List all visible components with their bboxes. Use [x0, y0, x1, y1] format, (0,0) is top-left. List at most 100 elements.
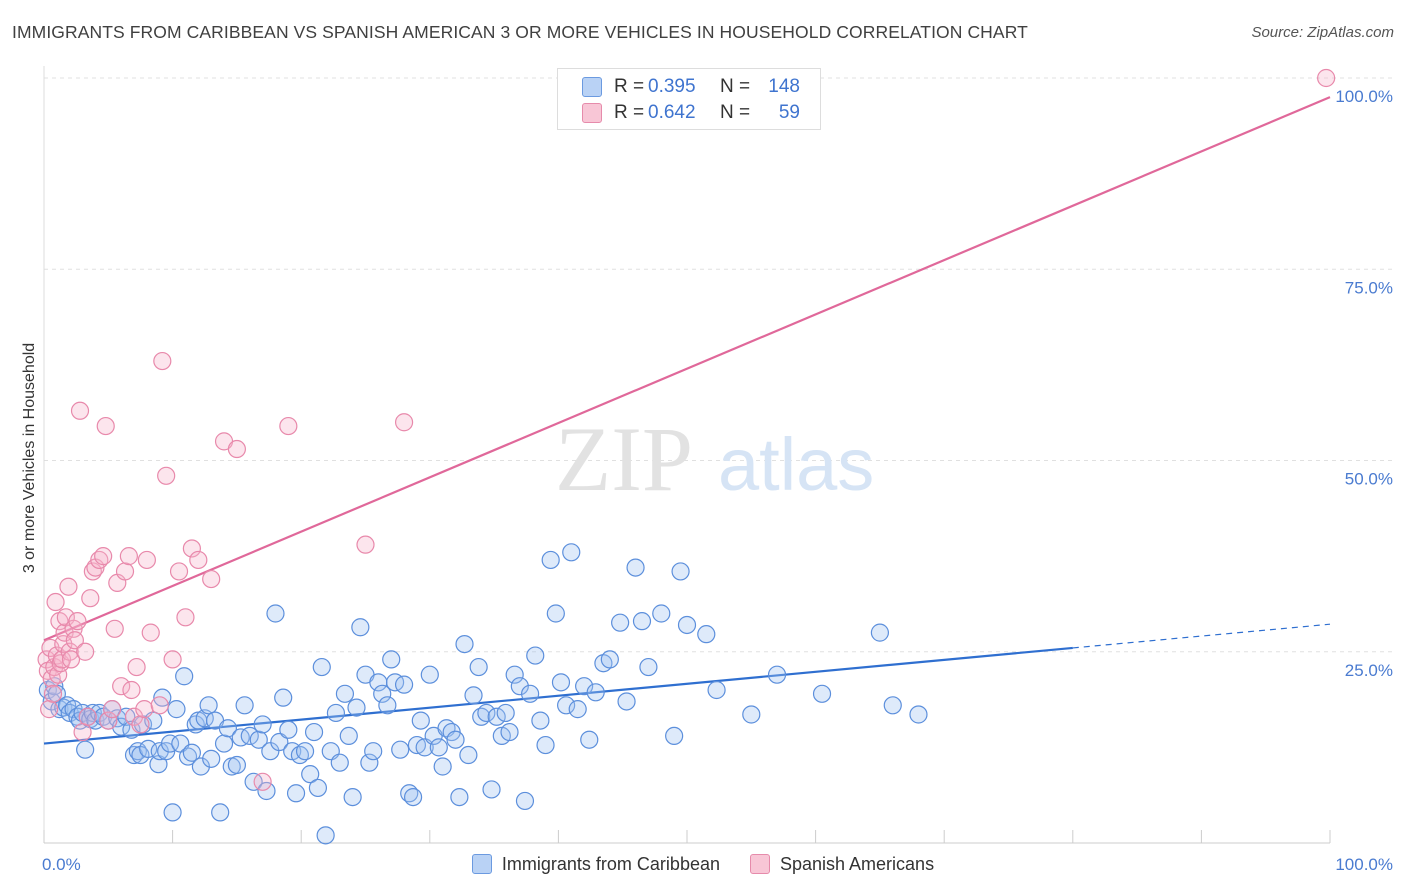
point-caribbean — [617, 692, 636, 711]
point-spanish-americans — [356, 535, 375, 554]
point-caribbean — [175, 667, 194, 686]
point-caribbean — [301, 765, 320, 784]
point-caribbean — [909, 705, 928, 724]
point-spanish-americans — [157, 466, 176, 485]
point-caribbean — [526, 646, 545, 665]
point-caribbean — [150, 742, 169, 761]
tick-labels: 25.0% 50.0% 75.0% 100.0% 0.0% 100.0% — [42, 87, 1393, 874]
point-spanish-americans — [76, 642, 95, 661]
point-spanish-americans — [55, 623, 74, 642]
point-spanish-americans — [127, 657, 146, 677]
point-caribbean — [455, 634, 474, 654]
y-tick-label: 100.0% — [1335, 87, 1393, 106]
point-caribbean — [677, 615, 697, 635]
stats-n-value: 59 — [778, 102, 800, 123]
point-spanish-americans — [176, 608, 195, 627]
trend-line-caribbean-extension — [1072, 623, 1331, 649]
point-caribbean — [378, 696, 397, 715]
point-caribbean — [575, 677, 594, 696]
stats-n-value: 148 — [768, 76, 800, 97]
point-spanish-americans — [189, 550, 208, 570]
point-caribbean — [139, 739, 158, 759]
legend-label-caribbean: Immigrants from Caribbean — [501, 853, 720, 874]
point-caribbean — [218, 719, 237, 738]
point-caribbean — [211, 803, 230, 822]
point-caribbean — [235, 696, 254, 715]
point-spanish-americans — [68, 612, 87, 631]
point-caribbean — [202, 749, 221, 768]
stats-swatch-blue — [582, 77, 602, 97]
point-spanish-americans — [115, 562, 135, 581]
point-spanish-americans — [99, 711, 118, 730]
point-caribbean — [469, 657, 488, 677]
source-label: Source: ZipAtlas.com — [1251, 24, 1394, 41]
point-caribbean — [496, 703, 515, 723]
point-caribbean — [347, 698, 366, 717]
point-spanish-americans — [61, 650, 81, 669]
point-caribbean — [697, 625, 716, 644]
point-caribbean — [249, 730, 268, 749]
trend-line-caribbean — [43, 646, 1073, 745]
point-caribbean — [500, 722, 519, 742]
point-spanish-americans — [153, 351, 172, 371]
point-spanish-americans — [394, 413, 414, 432]
stats-r-label: R = — [614, 102, 645, 123]
point-caribbean — [351, 618, 370, 637]
point-spanish-americans — [43, 684, 63, 703]
point-caribbean — [253, 715, 272, 734]
point-caribbean — [562, 543, 581, 562]
point-caribbean — [330, 753, 349, 772]
point-caribbean — [883, 696, 902, 715]
legend-swatch-pink — [749, 854, 770, 874]
point-caribbean — [541, 550, 560, 570]
point-caribbean — [707, 680, 726, 700]
point-caribbean — [227, 755, 246, 775]
stats-r-value: 0.642 — [648, 102, 696, 123]
chart-title: IMMIGRANTS FROM CARIBBEAN VS SPANISH AME… — [12, 22, 1028, 42]
watermark-zip: ZIP — [555, 408, 693, 510]
stats-n-label: N = — [720, 102, 751, 123]
x-tick-label: 100.0% — [1335, 855, 1393, 874]
point-caribbean — [515, 791, 535, 811]
stats-box: R = 0.395 N = 148 R = 0.642 N = 59 — [557, 68, 821, 130]
point-caribbean — [531, 711, 550, 730]
point-caribbean — [274, 688, 293, 707]
point-caribbean — [671, 562, 690, 581]
point-caribbean — [163, 803, 182, 822]
point-spanish-americans — [59, 577, 78, 596]
y-tick-label: 25.0% — [1345, 661, 1393, 680]
point-spanish-americans — [119, 547, 138, 566]
point-caribbean — [450, 787, 469, 807]
point-caribbean — [742, 705, 761, 724]
point-caribbean — [632, 612, 652, 631]
point-caribbean — [600, 650, 619, 669]
point-caribbean — [199, 696, 218, 715]
legend: Immigrants from Caribbean Spanish Americ… — [0, 852, 1406, 876]
point-caribbean — [665, 726, 684, 746]
point-caribbean — [76, 740, 95, 759]
y-tick-label: 50.0% — [1345, 470, 1393, 489]
point-spanish-americans — [150, 696, 169, 715]
point-caribbean — [510, 677, 529, 696]
point-caribbean — [464, 686, 483, 705]
stats-r-label: R = — [614, 76, 645, 97]
point-spanish-americans — [253, 772, 272, 791]
point-caribbean — [257, 781, 276, 801]
legend-label-spanish-americans: Spanish Americans — [779, 853, 935, 874]
point-spanish-americans — [65, 631, 84, 650]
point-caribbean — [160, 734, 180, 753]
point-caribbean — [652, 604, 671, 623]
point-spanish-americans — [182, 539, 201, 558]
point-caribbean — [580, 730, 599, 749]
point-caribbean — [312, 657, 331, 677]
point-spanish-americans — [202, 569, 221, 589]
point-spanish-americans — [137, 550, 156, 570]
point-caribbean — [446, 730, 465, 749]
point-caribbean — [420, 665, 439, 684]
point-caribbean — [459, 745, 478, 765]
point-caribbean — [403, 787, 423, 807]
point-caribbean — [394, 675, 414, 694]
trend-lines — [43, 96, 1331, 745]
point-caribbean — [373, 684, 392, 703]
